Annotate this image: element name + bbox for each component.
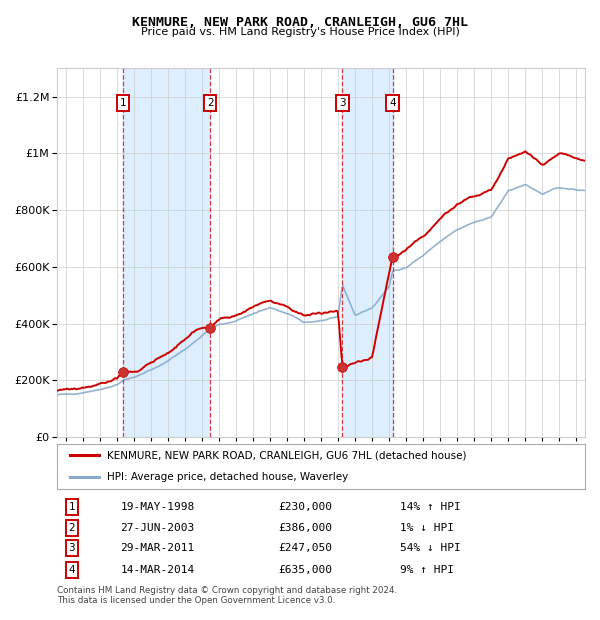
Text: KENMURE, NEW PARK ROAD, CRANLEIGH, GU6 7HL (detached house): KENMURE, NEW PARK ROAD, CRANLEIGH, GU6 7… — [107, 450, 467, 460]
Text: £635,000: £635,000 — [279, 565, 333, 575]
Text: £247,050: £247,050 — [279, 543, 333, 553]
Text: 3: 3 — [68, 543, 75, 553]
Text: Price paid vs. HM Land Registry's House Price Index (HPI): Price paid vs. HM Land Registry's House … — [140, 27, 460, 37]
Text: 1: 1 — [68, 502, 75, 512]
Text: 14% ↑ HPI: 14% ↑ HPI — [400, 502, 461, 512]
Text: Contains HM Land Registry data © Crown copyright and database right 2024.
This d: Contains HM Land Registry data © Crown c… — [57, 586, 397, 605]
Text: 4: 4 — [68, 565, 75, 575]
Bar — [123, 68, 210, 437]
Text: 54% ↓ HPI: 54% ↓ HPI — [400, 543, 461, 553]
Text: HPI: Average price, detached house, Waverley: HPI: Average price, detached house, Wave… — [107, 472, 349, 482]
Text: 2: 2 — [207, 98, 214, 108]
Text: 4: 4 — [389, 98, 396, 108]
Text: 1% ↓ HPI: 1% ↓ HPI — [400, 523, 454, 533]
Text: 14-MAR-2014: 14-MAR-2014 — [121, 565, 194, 575]
Bar — [342, 68, 392, 437]
Text: 29-MAR-2011: 29-MAR-2011 — [121, 543, 194, 553]
Text: £386,000: £386,000 — [279, 523, 333, 533]
Text: 1: 1 — [120, 98, 127, 108]
Text: KENMURE, NEW PARK ROAD, CRANLEIGH, GU6 7HL: KENMURE, NEW PARK ROAD, CRANLEIGH, GU6 7… — [132, 16, 468, 29]
Text: 19-MAY-1998: 19-MAY-1998 — [121, 502, 194, 512]
Text: 9% ↑ HPI: 9% ↑ HPI — [400, 565, 454, 575]
Text: 3: 3 — [339, 98, 346, 108]
Text: £230,000: £230,000 — [279, 502, 333, 512]
Text: 27-JUN-2003: 27-JUN-2003 — [121, 523, 194, 533]
Text: 2: 2 — [68, 523, 75, 533]
